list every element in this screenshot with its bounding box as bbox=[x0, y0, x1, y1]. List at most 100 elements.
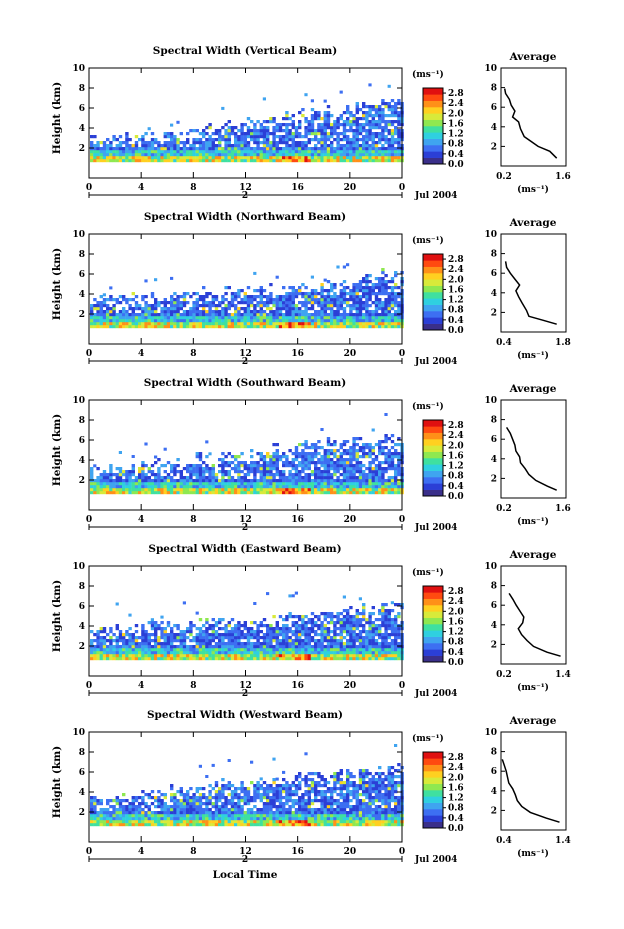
heatmap-cell bbox=[109, 286, 113, 290]
heatmap-cell bbox=[218, 464, 222, 468]
heatmap-cell bbox=[262, 316, 267, 320]
heatmap-cell bbox=[227, 129, 231, 133]
heatmap-cell bbox=[352, 123, 356, 127]
heatmap-cell bbox=[333, 129, 337, 133]
heatmap-cell bbox=[221, 135, 225, 139]
heatmap-cell bbox=[182, 479, 187, 483]
average-x-label: (ms⁻¹) bbox=[517, 682, 549, 693]
heatmap-cell bbox=[352, 114, 356, 118]
heatmap-cell bbox=[326, 633, 331, 637]
heatmap-cell bbox=[352, 132, 356, 136]
heatmap-cell bbox=[198, 458, 203, 462]
heatmap-cell bbox=[259, 645, 263, 649]
heatmap-cell bbox=[256, 135, 260, 139]
heatmap-cell bbox=[349, 292, 353, 296]
heatmap-cell bbox=[134, 304, 139, 308]
heatmap-cell bbox=[320, 654, 324, 658]
heatmap-cell bbox=[144, 141, 148, 145]
heatmap-cell bbox=[259, 322, 263, 326]
heatmap-cell bbox=[355, 120, 359, 124]
heatmap-cell bbox=[128, 654, 132, 658]
heatmap-cell bbox=[282, 461, 286, 465]
heatmap-cell bbox=[186, 627, 190, 631]
heatmap-cell bbox=[330, 126, 334, 130]
heatmap-cell bbox=[128, 153, 132, 157]
colorbar-tick-label: 1.2 bbox=[448, 628, 464, 638]
heatmap-cell bbox=[189, 144, 193, 148]
heatmap-cell bbox=[205, 630, 209, 634]
heatmap-cell bbox=[115, 627, 119, 631]
heatmap-cell bbox=[125, 479, 129, 483]
heatmap-cell bbox=[234, 645, 238, 649]
heatmap-cell bbox=[93, 820, 97, 824]
heatmap-cell bbox=[368, 461, 372, 465]
heatmap-cell bbox=[323, 467, 327, 471]
heatmap-cell bbox=[262, 464, 267, 468]
heatmap-cell bbox=[326, 443, 331, 447]
heatmap-cell bbox=[234, 322, 238, 326]
heatmap-cell bbox=[378, 156, 382, 160]
heatmap-cell bbox=[294, 633, 299, 637]
heatmap-cell bbox=[141, 639, 145, 643]
heatmap-cell bbox=[397, 114, 401, 118]
heatmap-cell bbox=[333, 464, 337, 468]
heatmap-cell bbox=[141, 310, 145, 314]
colorbar-segment bbox=[423, 260, 443, 267]
heatmap-cell bbox=[106, 648, 110, 652]
heatmap-cell bbox=[374, 642, 379, 646]
heatmap-cell bbox=[387, 645, 391, 649]
heatmap-cell bbox=[115, 473, 119, 477]
heatmap-cell bbox=[128, 476, 132, 480]
heatmap-cell bbox=[291, 615, 295, 619]
heatmap-cell bbox=[384, 413, 388, 416]
heatmap-cell bbox=[310, 132, 315, 136]
heatmap-cell bbox=[198, 642, 203, 646]
heatmap-cell bbox=[125, 817, 129, 821]
heatmap-cell bbox=[202, 316, 206, 320]
colorbar-segment bbox=[423, 138, 443, 146]
heatmap-cell bbox=[118, 313, 123, 317]
heatmap-cell bbox=[371, 642, 375, 646]
heatmap-cell bbox=[282, 135, 286, 139]
heatmap-cell bbox=[333, 292, 337, 296]
heatmap-cell bbox=[333, 479, 337, 483]
heatmap-cell bbox=[355, 443, 359, 447]
heatmap-cell bbox=[307, 325, 311, 329]
heatmap-cell bbox=[368, 310, 372, 314]
heatmap-cell bbox=[262, 313, 267, 317]
heatmap-cell bbox=[234, 479, 238, 483]
heatmap-cell bbox=[397, 630, 401, 634]
heatmap-cell bbox=[157, 150, 161, 154]
heatmap-cell bbox=[154, 150, 158, 154]
heatmap-cell bbox=[266, 150, 270, 154]
heatmap-cell bbox=[333, 488, 337, 492]
heatmap-cell bbox=[346, 473, 350, 477]
heatmap-cell bbox=[390, 156, 395, 160]
heatmap-cell bbox=[355, 319, 359, 323]
heatmap-cell bbox=[141, 138, 145, 142]
heatmap-cell bbox=[195, 636, 199, 640]
heatmap-cell bbox=[304, 286, 308, 290]
heatmap-cell bbox=[381, 271, 385, 275]
average-x-label: (ms⁻¹) bbox=[517, 184, 549, 195]
average-y-tick-label: 10 bbox=[484, 64, 497, 74]
heatmap-cell bbox=[288, 473, 292, 477]
heatmap-cell bbox=[112, 491, 116, 495]
heatmap-cell bbox=[330, 443, 334, 447]
heatmap-cell bbox=[205, 633, 209, 637]
heatmap-cell bbox=[160, 485, 164, 489]
heatmap-cell bbox=[205, 627, 209, 631]
heatmap-cell bbox=[256, 467, 260, 471]
heatmap-cell bbox=[230, 467, 235, 471]
heatmap-cell bbox=[378, 304, 382, 308]
heatmap-cell bbox=[240, 316, 244, 320]
colorbar-tick-label: 2.0 bbox=[448, 441, 464, 451]
heatmap-cell bbox=[317, 325, 321, 329]
heatmap-cell bbox=[394, 138, 398, 142]
heatmap-cell bbox=[218, 159, 222, 163]
heatmap-cell bbox=[186, 138, 190, 142]
heatmap-cell bbox=[282, 473, 286, 477]
heatmap-cell bbox=[218, 633, 222, 637]
heatmap-cell bbox=[125, 144, 129, 148]
heatmap-cell bbox=[122, 322, 126, 326]
